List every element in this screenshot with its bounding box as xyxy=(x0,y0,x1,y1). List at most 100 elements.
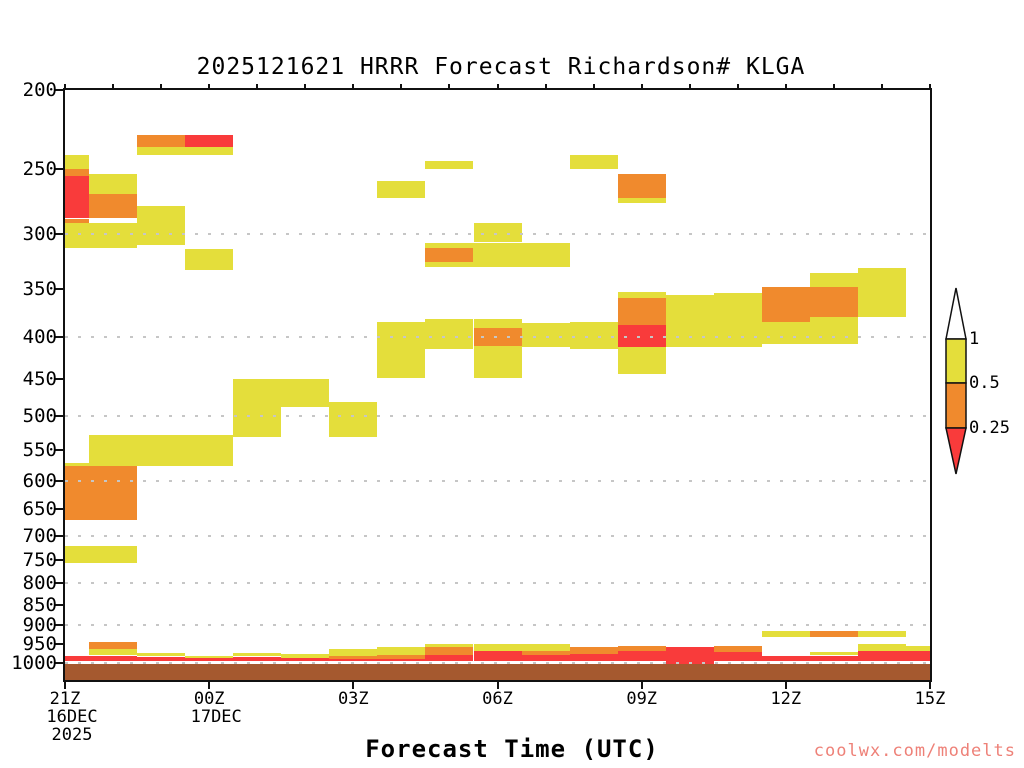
x-axis-tick xyxy=(64,681,66,689)
x-axis-tick-label: 21Z xyxy=(49,689,81,709)
heatmap-cell xyxy=(89,655,138,662)
heatmap-cell xyxy=(185,135,234,148)
colorbar-mid-segment xyxy=(945,382,967,429)
top-hour-tick xyxy=(208,84,211,90)
watermark: coolwx.com/modelts xyxy=(813,741,1016,761)
heatmap-cell xyxy=(425,644,474,648)
y-axis-tick-label: 200 xyxy=(22,79,57,101)
heatmap-cell xyxy=(425,319,474,349)
x-axis-tick-label: 15Z xyxy=(914,689,946,709)
heatmap-cell xyxy=(65,218,89,224)
y-axis-tick-label: 950 xyxy=(22,633,57,656)
y-axis-tick xyxy=(54,89,65,91)
y-axis-tick xyxy=(54,377,65,380)
heatmap-cell xyxy=(425,647,474,655)
heatmap-cell xyxy=(809,317,858,345)
heatmap-cell xyxy=(857,651,906,662)
gridline xyxy=(65,335,930,338)
heatmap-cell xyxy=(617,651,666,662)
y-axis-tick xyxy=(54,288,65,291)
x-axis-tick-label: 09Z xyxy=(626,689,658,709)
x-axis-tick-label: 12Z xyxy=(770,689,802,709)
heatmap-cell xyxy=(281,378,330,407)
top-hour-tick xyxy=(592,84,595,90)
y-axis-tick-label: 800 xyxy=(22,572,57,595)
heatmap-cell xyxy=(377,654,426,660)
y-axis-tick xyxy=(54,168,65,171)
colorbar xyxy=(945,287,967,475)
heatmap-cell xyxy=(329,659,378,662)
heatmap-cell xyxy=(617,292,666,299)
heatmap-cell xyxy=(65,176,89,219)
x-axis-date-label: 2025 xyxy=(51,725,93,745)
heatmap-cell xyxy=(569,653,618,662)
heatmap-cell xyxy=(137,652,186,657)
heatmap-cell xyxy=(89,641,138,650)
heatmap-cell xyxy=(233,652,282,657)
heatmap-cell xyxy=(857,644,906,652)
top-hour-tick xyxy=(352,84,355,90)
y-axis-tick xyxy=(54,559,65,562)
y-axis-tick-label: 450 xyxy=(22,367,57,390)
y-axis-tick xyxy=(54,643,65,646)
y-axis-tick xyxy=(54,233,65,236)
top-hour-tick xyxy=(929,84,931,90)
x-axis-tick xyxy=(784,681,787,689)
colorbar-low-segment xyxy=(945,427,967,475)
heatmap-cell xyxy=(713,293,762,348)
y-axis-tick xyxy=(54,534,65,537)
chart-title: 2025121621 HRRR Forecast Richardson# KLG… xyxy=(196,54,806,80)
heatmap-cell xyxy=(857,630,906,637)
heatmap-cell xyxy=(281,657,330,662)
heatmap-cell xyxy=(185,249,234,271)
heatmap-cell xyxy=(65,545,138,563)
heatmap-cell xyxy=(665,295,714,348)
heatmap-cell xyxy=(137,205,186,245)
y-axis-tick xyxy=(54,479,65,482)
heatmap-cell xyxy=(65,462,89,468)
y-axis-tick xyxy=(54,582,65,585)
top-hour-tick xyxy=(832,84,835,90)
heatmap-cell xyxy=(425,160,474,170)
top-hour-tick xyxy=(64,84,66,90)
heatmap-cell xyxy=(377,180,426,199)
heatmap-cell xyxy=(521,654,570,662)
x-axis-tick xyxy=(929,681,931,689)
heatmap-cell xyxy=(377,322,426,378)
y-axis-tick xyxy=(54,603,65,606)
heatmap-cell xyxy=(617,347,666,374)
heatmap-cell xyxy=(809,655,858,662)
heatmap-cell xyxy=(569,322,618,349)
heatmap-cell xyxy=(377,647,426,655)
heatmap-cell xyxy=(521,651,570,655)
heatmap-cell xyxy=(329,401,378,437)
colorbar-high-segment xyxy=(945,338,967,384)
heatmap-cell xyxy=(665,647,714,665)
heatmap-cell xyxy=(137,135,186,148)
y-axis-tick-label: 400 xyxy=(22,325,57,348)
heatmap-cell xyxy=(761,287,810,323)
x-axis-tick-label: 00Z xyxy=(193,689,225,709)
gridline xyxy=(65,661,930,664)
top-hour-tick xyxy=(160,84,163,90)
y-axis-tick-label: 600 xyxy=(22,469,57,492)
top-hour-tick xyxy=(880,84,883,90)
y-axis-tick xyxy=(54,624,65,627)
top-hour-tick xyxy=(304,84,307,90)
heatmap-cell xyxy=(137,147,234,155)
surface-ground-strip xyxy=(65,664,930,680)
heatmap-cell xyxy=(906,651,930,662)
heatmap-cell xyxy=(89,194,138,219)
y-axis-tick-label: 1000 xyxy=(11,651,57,674)
gridline xyxy=(65,233,930,236)
heatmap-cell xyxy=(89,649,138,656)
heatmap-cell xyxy=(473,651,522,662)
heatmap-cell xyxy=(569,154,618,170)
y-axis-tick-label: 350 xyxy=(22,278,57,301)
heatmap-cell xyxy=(425,248,474,262)
heatmap-cell xyxy=(65,154,89,170)
x-axis-tick xyxy=(352,681,355,689)
y-axis-tick-label: 550 xyxy=(22,438,57,461)
heatmap-cell xyxy=(233,378,282,437)
heatmap-cell xyxy=(521,644,570,652)
